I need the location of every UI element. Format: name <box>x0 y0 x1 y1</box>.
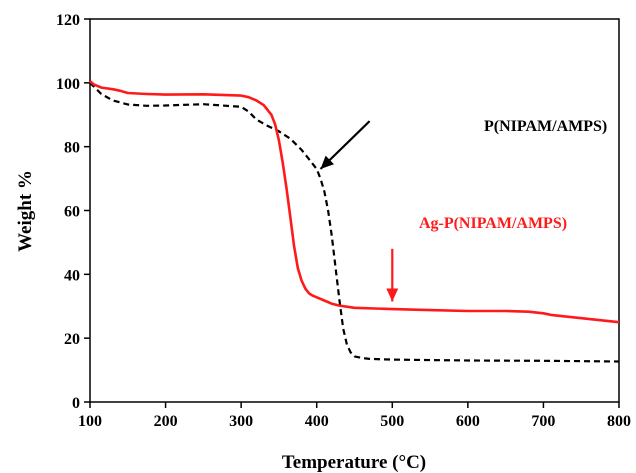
annotation-label-1: P(NIPAM/AMPS) <box>484 118 607 135</box>
x-tick-label: 500 <box>380 413 404 430</box>
y-tick-label: 120 <box>56 12 80 29</box>
plot-frame <box>90 19 619 402</box>
y-tick-label: 40 <box>64 267 80 284</box>
x-tick-label: 200 <box>154 413 178 430</box>
y-tick-label: 60 <box>64 204 80 221</box>
x-tick-label: 100 <box>78 413 102 430</box>
annotation-arrow-head <box>386 288 398 301</box>
x-tick-label: 800 <box>607 413 631 430</box>
x-tick-label: 300 <box>229 413 253 430</box>
axis-ticks <box>84 19 619 408</box>
y-tick-label: 80 <box>64 140 80 157</box>
x-tick-label: 400 <box>305 413 329 430</box>
y-axis-title: Weight % <box>15 170 36 252</box>
x-tick-label: 600 <box>456 413 480 430</box>
y-tick-label: 20 <box>64 331 80 348</box>
annotation-layer: P(NIPAM/AMPS) Ag-P(NIPAM/AMPS) <box>320 118 607 301</box>
y-tick-label: 0 <box>72 395 80 412</box>
x-axis-title: Temperature (°C) <box>282 452 426 473</box>
y-tick-label: 100 <box>56 76 80 93</box>
x-tick-label: 700 <box>531 413 555 430</box>
annotation-label-2: Ag-P(NIPAM/AMPS) <box>419 215 567 232</box>
